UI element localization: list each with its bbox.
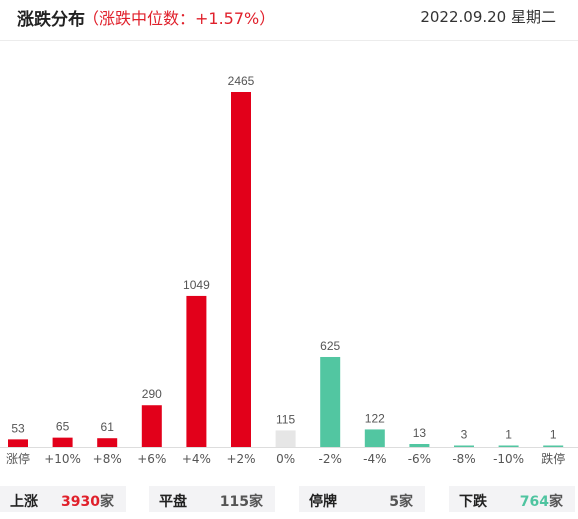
stat-flat-unit: 家 [249, 494, 263, 510]
stat-down-unit: 家 [549, 494, 563, 510]
bar-value-label: 61 [101, 420, 115, 434]
x-tick-label: -4% [363, 452, 386, 466]
x-tick-label: 跌停 [541, 451, 565, 466]
x-tick-label: 涨停 [6, 451, 30, 466]
stat-halt-value: 5家 [389, 491, 413, 511]
bar-value-label: 1 [550, 428, 557, 442]
bar [52, 437, 73, 447]
bar [364, 429, 385, 447]
x-tick-label: -2% [319, 452, 342, 466]
bar [498, 445, 519, 447]
bar [454, 445, 474, 447]
stat-flat-value: 115家 [220, 491, 263, 511]
x-tick-label: -8% [452, 452, 475, 466]
bar [97, 438, 118, 447]
stat-halt: 停牌 5家 [299, 486, 425, 512]
bar-value-label: 1049 [183, 278, 210, 292]
bar-value-label: 2465 [228, 74, 255, 88]
stat-up-value: 3930家 [61, 491, 114, 511]
stat-halt-number: 5 [389, 494, 399, 510]
stat-halt-label: 停牌 [309, 494, 337, 510]
stat-down: 下跌 764家 [449, 486, 575, 512]
bar [275, 430, 296, 447]
x-tick-label: +10% [44, 452, 81, 466]
bar-value-label: 1 [505, 428, 512, 442]
x-tick-label: -10% [493, 452, 524, 466]
bar-value-label: 53 [11, 421, 25, 435]
stat-up-label: 上涨 [10, 494, 38, 510]
stat-down-label: 下跌 [459, 494, 487, 510]
bar [141, 405, 162, 447]
x-tick-label: +8% [93, 452, 122, 466]
stat-down-value: 764家 [520, 491, 563, 511]
median-change-text: （涨跌中位数：+1.57%） [83, 9, 276, 28]
bar-value-label: 65 [56, 420, 70, 434]
x-tick-label: 0% [276, 452, 295, 466]
x-tick-label: -6% [408, 452, 431, 466]
date-label: 2022.09.20 星期二 [420, 8, 556, 26]
summary-footer: 上涨 3930家 平盘 115家 停牌 5家 下跌 764家 [0, 482, 578, 519]
stat-up-unit: 家 [100, 494, 114, 510]
bar-value-label: 290 [142, 387, 162, 401]
bar-value-label: 625 [320, 339, 340, 353]
bar [8, 439, 28, 447]
stat-up: 上涨 3930家 [0, 486, 126, 512]
bar-value-label: 115 [276, 412, 295, 426]
stat-up-number: 3930 [61, 494, 100, 510]
bar [186, 295, 207, 447]
bar [543, 445, 564, 447]
bar [409, 444, 430, 447]
bar-value-label: 13 [413, 426, 427, 440]
bar [231, 92, 251, 447]
stat-halt-unit: 家 [399, 494, 413, 510]
stat-flat-number: 115 [219, 494, 249, 510]
header: 涨跌分布 （涨跌中位数：+1.57%） 2022.09.20 星期二 [0, 0, 578, 41]
x-tick-label: +4% [182, 452, 211, 466]
stat-flat-label: 平盘 [159, 494, 187, 510]
bar-value-label: 122 [365, 411, 385, 425]
bar [320, 356, 341, 447]
stat-flat: 平盘 115家 [149, 486, 275, 512]
bar-value-label: 3 [461, 428, 468, 442]
x-tick-label: +2% [226, 452, 255, 466]
stat-down-number: 764 [519, 494, 549, 510]
page-title: 涨跌分布 [17, 10, 85, 30]
x-tick-label: +6% [137, 452, 166, 466]
distribution-bar-chart: 53 涨停 65 +10% 61 +8% 290 +6% 1049 +4% 2465 +2% 115 0%… [0, 74, 578, 466]
